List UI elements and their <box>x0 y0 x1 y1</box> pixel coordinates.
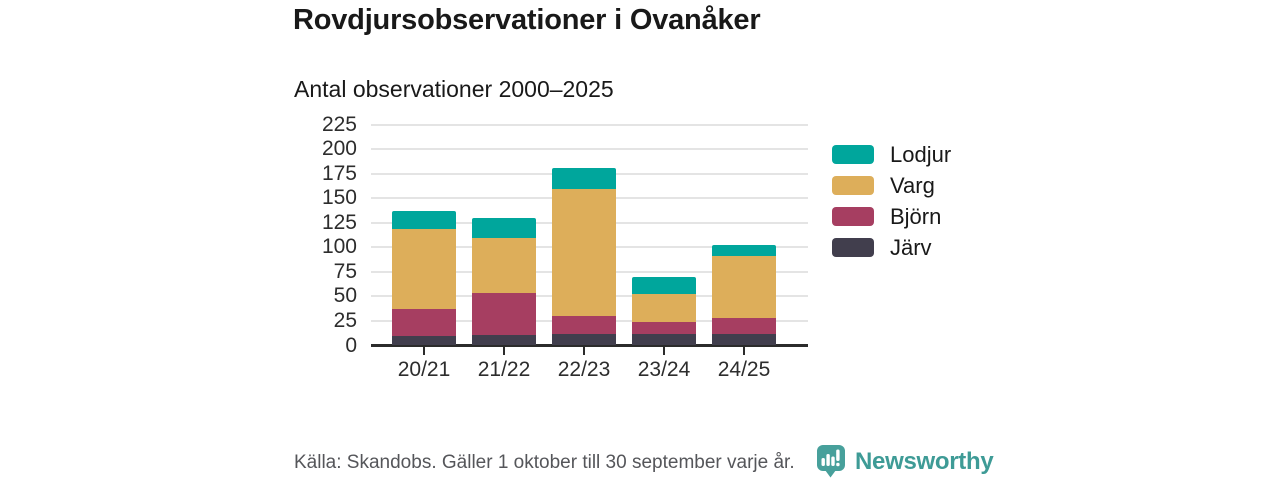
bar-segment-björn-23/24 <box>632 321 696 334</box>
bar-segment-varg-22/23 <box>552 189 616 317</box>
y-axis-label: 125 <box>321 210 357 234</box>
bar-segment-björn-21/22 <box>472 293 536 335</box>
x-axis-tick <box>583 347 585 355</box>
newsworthy-logo: Newsworthy <box>816 444 994 479</box>
gridline-200 <box>371 148 808 151</box>
x-axis-tick <box>423 347 425 355</box>
legend-swatch-lodjur <box>832 145 874 164</box>
x-axis-tick <box>503 347 505 355</box>
y-axis-label: 25 <box>333 308 357 332</box>
bar-segment-järv-20/21 <box>392 335 456 346</box>
y-axis-label: 100 <box>321 235 357 259</box>
x-axis-tick <box>743 347 745 355</box>
x-axis-label: 22/23 <box>557 358 611 381</box>
bar-segment-lodjur-22/23 <box>552 167 616 190</box>
bar-segment-järv-23/24 <box>632 333 696 346</box>
bar-segment-järv-21/22 <box>472 334 536 346</box>
bar-segment-lodjur-20/21 <box>392 210 456 229</box>
legend-label: Lodjur <box>890 141 952 167</box>
x-axis-label: 23/24 <box>637 358 691 381</box>
x-axis-label: 24/25 <box>717 358 771 381</box>
page-title: Rovdjursobservationer i Ovanåker <box>293 4 761 36</box>
bar-segment-varg-21/22 <box>472 238 536 294</box>
legend-label: Varg <box>890 172 935 198</box>
legend-swatch-björn <box>832 207 874 226</box>
bar-segment-varg-23/24 <box>632 294 696 322</box>
y-axis-label: 200 <box>321 137 357 161</box>
y-axis-label: 175 <box>321 161 357 185</box>
chart-legend: Lodjur Varg Björn Järv <box>832 142 951 269</box>
bar-segment-varg-20/21 <box>392 228 456 310</box>
legend-label: Björn <box>890 203 942 229</box>
legend-swatch-järv <box>832 238 874 257</box>
y-axis-label: 75 <box>333 259 357 283</box>
bar-segment-järv-24/25 <box>712 333 776 346</box>
bar-segment-lodjur-21/22 <box>472 217 536 239</box>
bar-segment-björn-22/23 <box>552 316 616 334</box>
x-axis-label: 21/22 <box>477 358 531 381</box>
newsworthy-wordmark: Newsworthy <box>855 447 994 475</box>
legend-item-björn: Björn <box>832 204 951 229</box>
legend-item-varg: Varg <box>832 173 951 198</box>
bar-segment-björn-20/21 <box>392 309 456 336</box>
bar-segment-lodjur-24/25 <box>712 245 776 257</box>
legend-item-lodjur: Lodjur <box>832 142 951 167</box>
bar-segment-lodjur-23/24 <box>632 276 696 295</box>
legend-label: Järv <box>890 234 932 260</box>
bar-chart-bubble-icon <box>817 445 845 478</box>
y-axis-label: 225 <box>321 112 357 136</box>
legend-swatch-varg <box>832 176 874 195</box>
y-axis-label: 50 <box>333 284 357 308</box>
x-axis-label: 20/21 <box>397 358 451 381</box>
chart-subtitle: Antal observationer 2000–2025 <box>294 76 614 102</box>
y-axis-label: 0 <box>345 333 357 357</box>
y-axis-label: 150 <box>321 186 357 210</box>
bar-segment-björn-24/25 <box>712 318 776 334</box>
x-axis-line <box>371 344 808 347</box>
bar-segment-järv-22/23 <box>552 333 616 346</box>
x-axis-tick <box>663 347 665 355</box>
bar-segment-varg-24/25 <box>712 256 776 318</box>
source-text: Källa: Skandobs. Gäller 1 oktober till 3… <box>294 452 795 473</box>
gridline-225 <box>371 123 808 126</box>
legend-item-järv: Järv <box>832 235 951 260</box>
